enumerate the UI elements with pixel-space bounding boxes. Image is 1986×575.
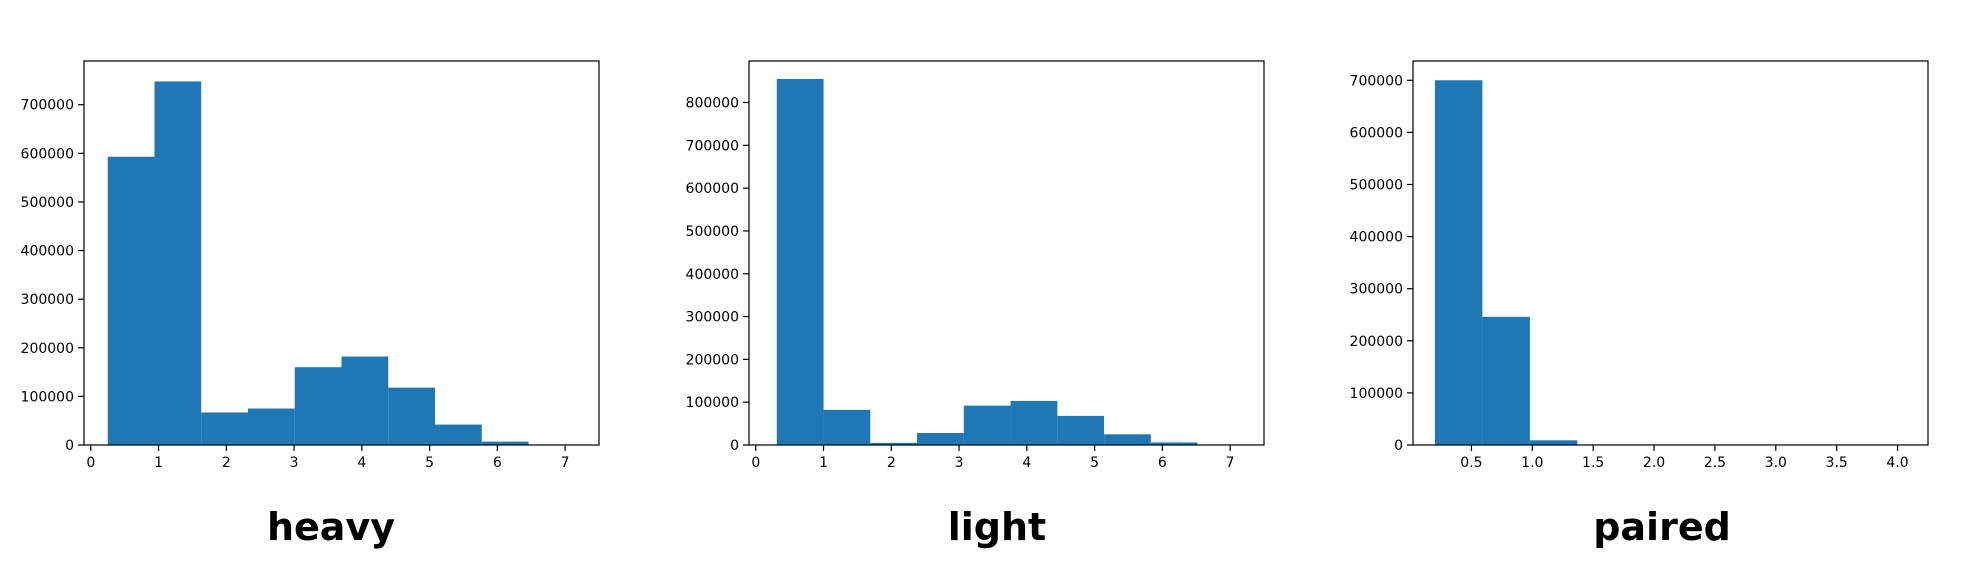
axes-frame bbox=[83, 60, 600, 446]
histogram-bar bbox=[917, 433, 964, 445]
paired-title: paired bbox=[1593, 505, 1731, 549]
y-tick-label: 100000 bbox=[1350, 386, 1403, 402]
x-tick-label: 6 bbox=[1158, 455, 1167, 471]
x-tick-label: 7 bbox=[561, 455, 570, 471]
x-tick-label: 2 bbox=[887, 455, 896, 471]
x-tick-label: 1.5 bbox=[1582, 455, 1604, 471]
x-tick-label: 2 bbox=[222, 455, 231, 471]
x-tick-label: 3 bbox=[955, 455, 964, 471]
y-tick-label: 700000 bbox=[1350, 73, 1403, 89]
histogram-bar bbox=[776, 78, 824, 446]
histogram-bar bbox=[154, 81, 202, 445]
histogram-bar bbox=[341, 356, 389, 445]
axes-frame bbox=[748, 60, 1265, 446]
x-tick-label: 1 bbox=[154, 455, 163, 471]
histogram-bar bbox=[1010, 400, 1058, 445]
histogram-bar bbox=[963, 405, 1011, 445]
histogram-bar bbox=[870, 442, 918, 445]
y-tick-label: 200000 bbox=[21, 341, 74, 357]
y-tick-label: 800000 bbox=[686, 96, 739, 112]
histogram-bar bbox=[107, 156, 155, 445]
x-tick-label: 0 bbox=[751, 455, 760, 471]
light-title: light bbox=[947, 505, 1047, 549]
y-tick-label: 300000 bbox=[1350, 282, 1403, 298]
histogram-bar bbox=[201, 412, 248, 445]
x-tick-label: 6 bbox=[493, 455, 502, 471]
y-tick-label: 200000 bbox=[686, 352, 739, 368]
histogram-bar bbox=[435, 424, 482, 445]
y-tick-label: 100000 bbox=[21, 389, 74, 405]
y-tick-label: 500000 bbox=[686, 224, 739, 240]
x-tick-label: 2.5 bbox=[1704, 455, 1726, 471]
histogram-bar bbox=[1057, 415, 1105, 445]
y-tick-label: 400000 bbox=[1350, 230, 1403, 246]
x-tick-label: 5 bbox=[1090, 455, 1099, 471]
y-tick-label: 300000 bbox=[21, 292, 74, 308]
y-tick-label: 200000 bbox=[1350, 334, 1403, 350]
histogram-bar bbox=[1434, 80, 1483, 446]
x-tick-label: 4 bbox=[1022, 455, 1031, 471]
y-tick-label: 500000 bbox=[21, 195, 74, 211]
y-tick-label: 0 bbox=[1394, 438, 1403, 454]
histogram-bar bbox=[1104, 434, 1151, 445]
y-tick-label: 400000 bbox=[21, 244, 74, 260]
x-tick-label: 4 bbox=[357, 455, 366, 471]
x-tick-label: 3.5 bbox=[1826, 455, 1848, 471]
histogram-bar bbox=[388, 387, 436, 445]
x-tick-label: 3 bbox=[290, 455, 299, 471]
x-tick-label: 0.5 bbox=[1460, 455, 1482, 471]
histogram-bar bbox=[247, 408, 295, 445]
y-tick-label: 700000 bbox=[21, 98, 74, 114]
histogram-bar bbox=[823, 409, 871, 445]
x-tick-label: 2.0 bbox=[1643, 455, 1665, 471]
histogram-bar bbox=[1150, 442, 1198, 445]
axes-frame bbox=[1412, 60, 1929, 446]
histogram-bar bbox=[294, 367, 342, 445]
x-tick-label: 0 bbox=[86, 455, 95, 471]
y-tick-label: 0 bbox=[730, 438, 739, 454]
x-tick-label: 1.0 bbox=[1521, 455, 1543, 471]
y-tick-label: 700000 bbox=[686, 138, 739, 154]
y-tick-label: 600000 bbox=[21, 146, 74, 162]
y-tick-label: 0 bbox=[65, 438, 74, 454]
histogram-bar bbox=[1482, 316, 1530, 445]
histogram-bar bbox=[1529, 440, 1578, 445]
x-tick-label: 3.0 bbox=[1765, 455, 1787, 471]
heavy-title: heavy bbox=[266, 505, 395, 549]
x-tick-label: 5 bbox=[425, 455, 434, 471]
y-tick-label: 600000 bbox=[686, 181, 739, 197]
y-tick-label: 600000 bbox=[1350, 125, 1403, 141]
y-tick-label: 300000 bbox=[686, 310, 739, 326]
y-tick-label: 100000 bbox=[686, 395, 739, 411]
histogram-bar bbox=[481, 441, 529, 445]
y-tick-label: 400000 bbox=[686, 267, 739, 283]
x-tick-label: 1 bbox=[819, 455, 828, 471]
y-tick-label: 500000 bbox=[1350, 177, 1403, 193]
x-tick-label: 4.0 bbox=[1886, 455, 1908, 471]
x-tick-label: 7 bbox=[1226, 455, 1235, 471]
